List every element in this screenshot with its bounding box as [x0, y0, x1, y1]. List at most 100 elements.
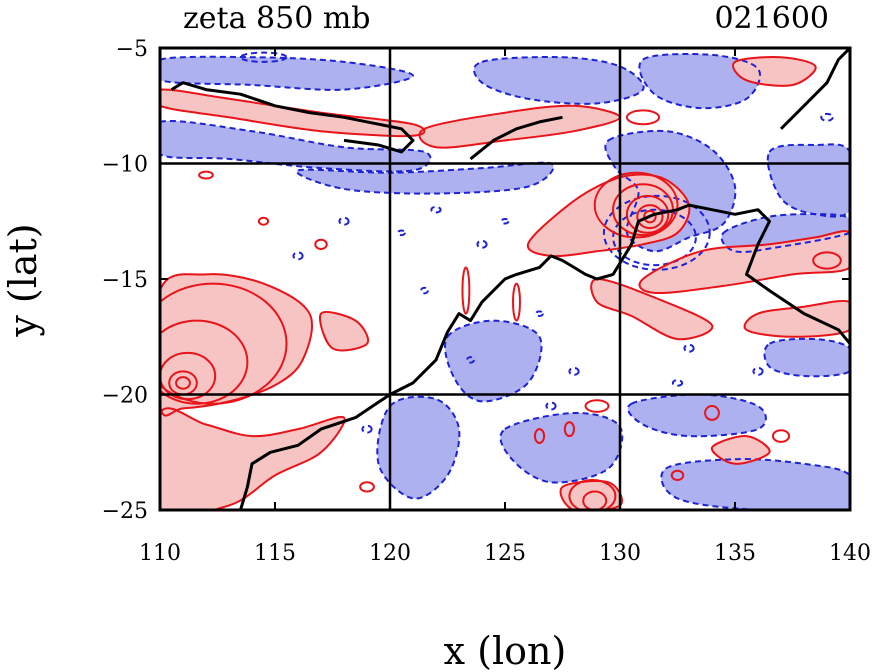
negative-contour [361, 424, 373, 434]
positive-contour [710, 435, 771, 465]
positive-contour [625, 109, 661, 126]
negative-contour [671, 379, 684, 387]
positive-contour [160, 282, 288, 405]
positive-contour [732, 56, 817, 87]
negative-contour [568, 366, 580, 376]
positive-region [711, 436, 770, 464]
positive-contour [625, 194, 670, 234]
positive-contour [359, 481, 375, 493]
negative-contour [638, 52, 761, 110]
negative-region [445, 320, 542, 402]
negative-contour [604, 129, 737, 253]
negative-contour [535, 310, 544, 317]
negative-contour [500, 217, 510, 225]
positive-region [160, 408, 345, 510]
negative-contour [476, 239, 488, 249]
negative-contour [626, 393, 767, 438]
negative-contour [420, 286, 429, 295]
negative-region [764, 338, 850, 377]
negative-region [639, 53, 761, 109]
negative-contour [660, 458, 850, 510]
negative-contour [499, 411, 624, 484]
positive-contour [636, 204, 664, 230]
axis-ticks: 110 115 120 125 130 135 140 −5 −10 −15 −20 −25 [102, 37, 871, 566]
negative-region [296, 162, 554, 194]
positive-region [744, 300, 850, 337]
negative-contour [473, 56, 645, 105]
positive-contour [314, 238, 328, 250]
positive-contour [643, 209, 657, 224]
negative-contour [545, 401, 557, 411]
x-tick-label: 125 [484, 541, 526, 566]
chart-title-left: zeta 850 mb [183, 1, 371, 36]
positive-region [639, 231, 850, 294]
negative-contour [763, 337, 850, 378]
grid-lines [160, 48, 850, 510]
negative-region [160, 120, 431, 172]
negative-contour [292, 251, 304, 261]
positive-contour [812, 251, 842, 270]
positive-contour [704, 405, 720, 421]
positive-region [160, 89, 425, 137]
coastline-north-a [170, 81, 415, 154]
negative-vorticity-contours [160, 51, 850, 510]
negative-contour [397, 229, 406, 237]
y-axis-label: y (lat) [1, 223, 45, 337]
negative-contour [752, 366, 764, 376]
positive-contour [638, 230, 850, 295]
negative-region [473, 57, 644, 104]
x-axis-label: x (lon) [444, 629, 567, 672]
positive-contour [568, 478, 617, 510]
y-tick-label: −15 [102, 268, 148, 293]
positive-contour [563, 421, 576, 438]
negative-contour [430, 205, 442, 214]
negative-contour [376, 395, 461, 500]
positive-contour [160, 407, 346, 510]
positive-contour [257, 216, 270, 226]
positive-contour [319, 311, 369, 352]
positive-contour [593, 171, 679, 239]
negative-contour [239, 51, 288, 63]
positive-contour [590, 277, 714, 341]
negative-contour [820, 112, 834, 122]
positive-contour [160, 273, 313, 417]
y-tick-label: −5 [116, 37, 148, 62]
negative-region [627, 394, 766, 437]
chart-title-right: 021600 [714, 1, 829, 36]
negative-region [377, 396, 460, 499]
negative-contour [466, 356, 475, 364]
coastline-north-b [469, 115, 563, 161]
y-tick-label: −10 [102, 153, 148, 178]
positive-contour [461, 266, 471, 315]
negative-contour [720, 213, 850, 253]
coastline-north-c [779, 48, 850, 130]
y-tick-label: −25 [102, 499, 148, 524]
negative-region [500, 412, 623, 483]
negative-contour [295, 161, 555, 195]
negative-contour [338, 216, 350, 226]
positive-contour [160, 319, 249, 405]
positive-contour [175, 376, 191, 390]
negative-contour [612, 208, 697, 267]
negative-contour [160, 119, 432, 173]
positive-contour [160, 88, 426, 138]
positive-contour [771, 429, 791, 443]
positive-contour [584, 399, 610, 413]
positive-contour [582, 490, 608, 510]
y-tick-label: −20 [102, 384, 148, 409]
negative-contour [160, 55, 415, 91]
x-tick-label: 120 [369, 541, 411, 566]
positive-contour [418, 104, 622, 149]
positive-contour [743, 299, 850, 338]
positive-vorticity-contours [160, 56, 850, 510]
positive-contour [670, 469, 685, 481]
positive-contour [512, 282, 521, 322]
x-tick-label: 115 [254, 541, 296, 566]
negative-region [160, 56, 413, 90]
positive-contour [533, 428, 546, 445]
coastline-main [239, 203, 850, 510]
coastline-layer [170, 48, 850, 510]
negative-contour [683, 343, 695, 353]
x-tick-label: 130 [599, 541, 641, 566]
